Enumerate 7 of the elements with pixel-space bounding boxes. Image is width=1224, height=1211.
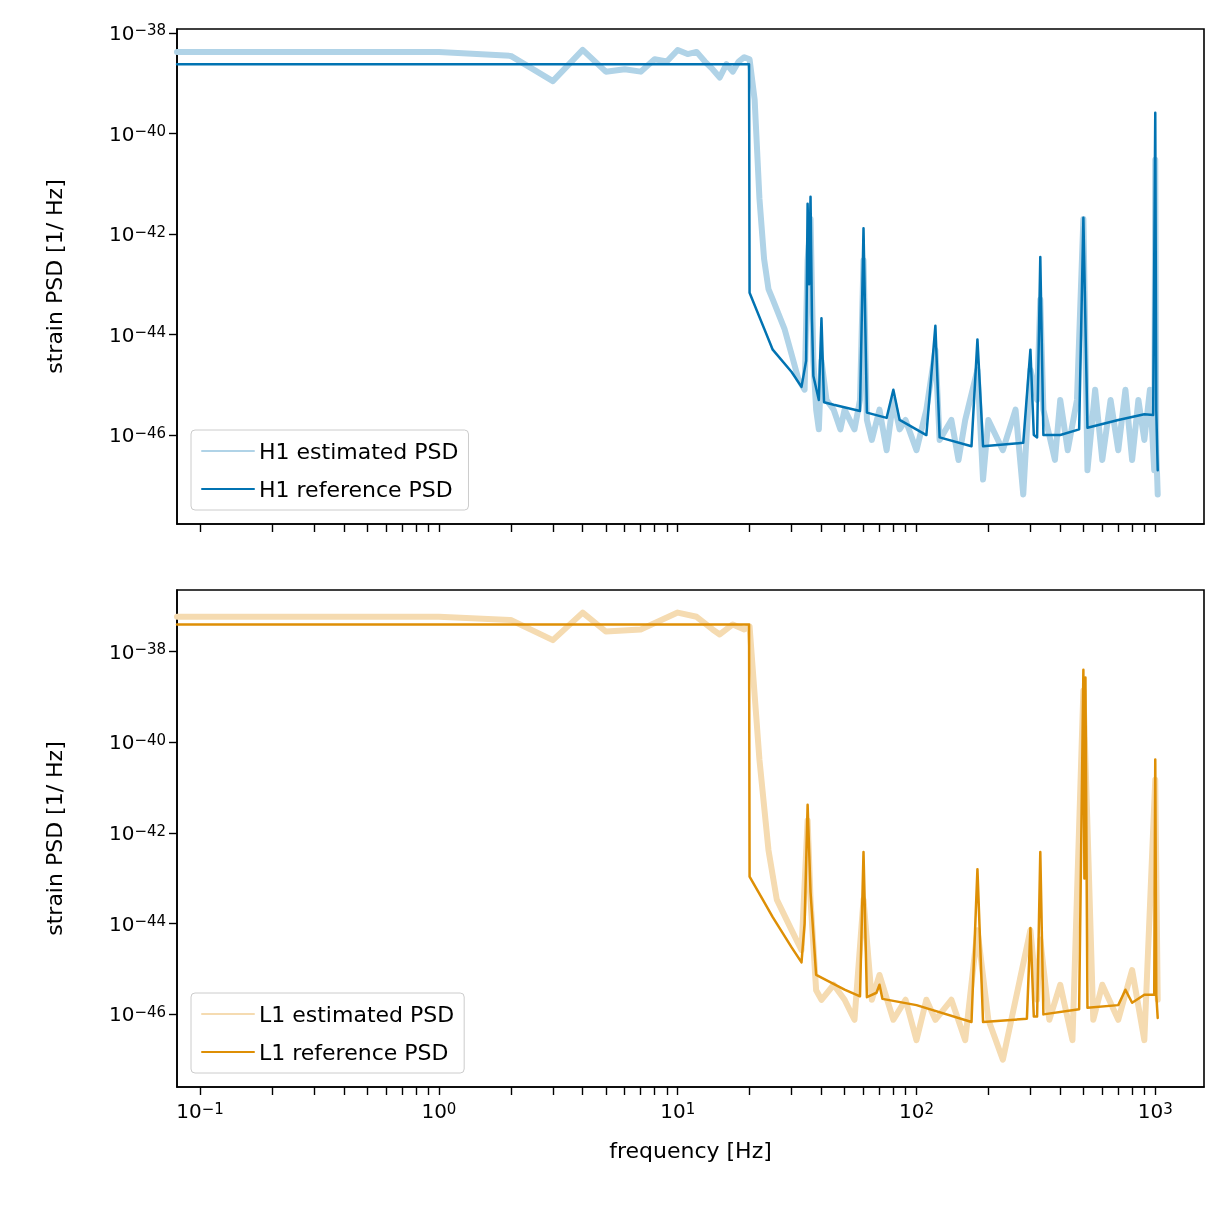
legend-label: H1 estimated PSD [259, 438, 459, 464]
x-axis-title: frequency [Hz] [609, 1137, 772, 1163]
legend-label: L1 estimated PSD [259, 1001, 455, 1027]
legend-label: L1 reference PSD [259, 1039, 449, 1065]
y-axis-title: strain PSD [1/ Hz] [41, 179, 67, 374]
legend-label: H1 reference PSD [259, 476, 453, 502]
y-axis-title: strain PSD [1/ Hz] [41, 741, 67, 936]
